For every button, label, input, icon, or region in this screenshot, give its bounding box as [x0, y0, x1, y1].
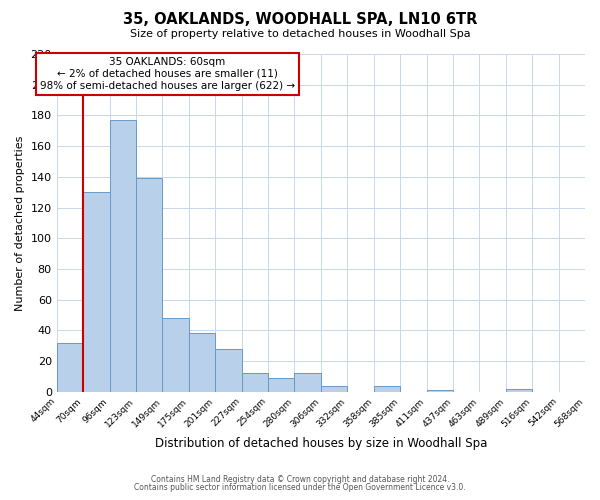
Bar	[242, 374, 268, 392]
X-axis label: Distribution of detached houses by size in Woodhall Spa: Distribution of detached houses by size …	[155, 437, 487, 450]
Text: 35 OAKLANDS: 60sqm
← 2% of detached houses are smaller (11)
98% of semi-detached: 35 OAKLANDS: 60sqm ← 2% of detached hous…	[40, 58, 295, 90]
Text: Contains public sector information licensed under the Open Government Licence v3: Contains public sector information licen…	[134, 484, 466, 492]
Bar	[163, 318, 189, 392]
Bar	[110, 120, 136, 392]
Bar	[268, 378, 295, 392]
Text: 35, OAKLANDS, WOODHALL SPA, LN10 6TR: 35, OAKLANDS, WOODHALL SPA, LN10 6TR	[123, 12, 477, 28]
Bar	[506, 388, 532, 392]
Text: Size of property relative to detached houses in Woodhall Spa: Size of property relative to detached ho…	[130, 29, 470, 39]
Bar	[215, 348, 242, 392]
Text: Contains HM Land Registry data © Crown copyright and database right 2024.: Contains HM Land Registry data © Crown c…	[151, 475, 449, 484]
Bar	[427, 390, 453, 392]
Y-axis label: Number of detached properties: Number of detached properties	[15, 135, 25, 310]
Bar	[321, 386, 347, 392]
Bar	[83, 192, 110, 392]
Bar	[189, 334, 215, 392]
Bar	[136, 178, 163, 392]
Bar	[374, 386, 400, 392]
Bar	[295, 374, 321, 392]
Bar	[56, 342, 83, 392]
